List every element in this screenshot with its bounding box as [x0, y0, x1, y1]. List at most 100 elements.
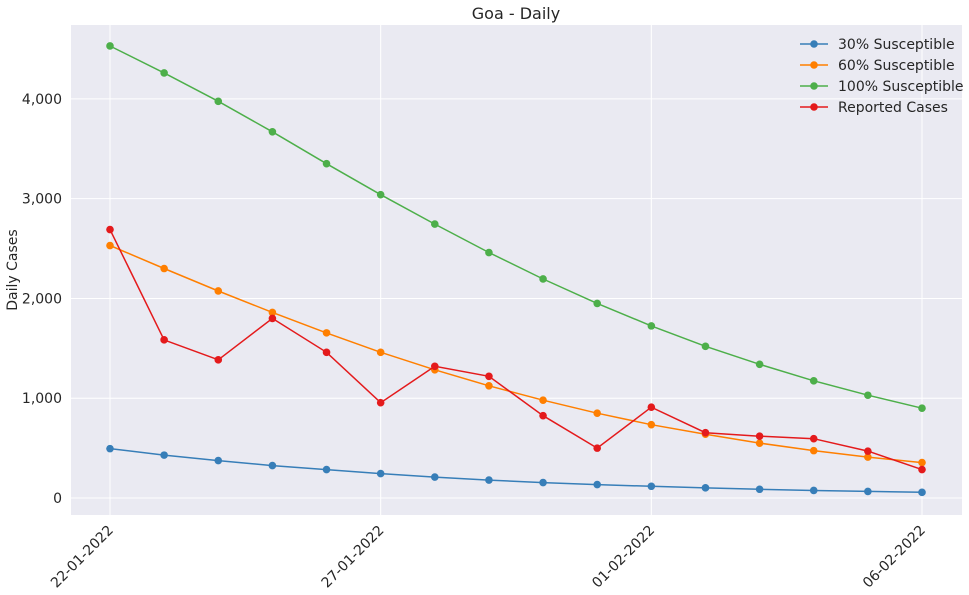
data-point [918, 488, 926, 497]
data-point [376, 348, 385, 357]
legend-label: 60% Susceptible [838, 58, 955, 74]
data-point [539, 396, 547, 405]
data-point [864, 447, 872, 455]
series-line [109, 45, 923, 409]
y-tick-label: 3,000 [22, 192, 62, 208]
legend-label: 100% Susceptible [838, 79, 964, 95]
data-point [539, 478, 547, 487]
legend-item: 100% Susceptible [800, 79, 964, 95]
y-tick-label: 1,000 [22, 391, 62, 407]
data-point [160, 69, 168, 77]
data-point [268, 314, 277, 323]
series-layer [106, 42, 926, 497]
data-point [755, 360, 764, 369]
legend-marker [810, 82, 818, 90]
data-point [485, 372, 493, 381]
legend-marker [810, 40, 818, 48]
data-point [214, 97, 223, 106]
legend-marker [810, 103, 818, 111]
data-point [431, 362, 439, 371]
grid-layer [71, 25, 962, 515]
series-3 [106, 225, 926, 474]
data-point [755, 432, 764, 440]
data-point [755, 439, 764, 447]
data-point [376, 190, 385, 199]
data-point [593, 409, 601, 418]
data-point [160, 264, 168, 273]
y-tick-label: 0 [53, 491, 62, 507]
data-point [322, 465, 331, 474]
data-point [864, 391, 872, 400]
data-point [918, 458, 926, 467]
y-axis-label: Daily Cases [5, 229, 21, 310]
data-point [160, 451, 168, 459]
data-point [647, 322, 656, 330]
data-point [268, 308, 277, 317]
y-tick-label: 2,000 [22, 291, 62, 307]
data-point [376, 469, 385, 478]
data-point [106, 241, 114, 250]
data-point [701, 342, 710, 351]
legend-item: Reported Cases [800, 100, 948, 116]
legend-item: 30% Susceptible [800, 37, 955, 53]
data-point [593, 480, 601, 489]
data-point [809, 434, 818, 443]
y-tick-label: 4,000 [22, 92, 62, 108]
x-tick-label: 27-01-2022 [319, 523, 388, 591]
x-tick-label: 01-02-2022 [589, 523, 658, 591]
data-point [431, 220, 439, 228]
data-point [647, 403, 656, 412]
data-point [809, 376, 818, 385]
data-point [918, 465, 926, 474]
data-point [864, 453, 872, 461]
series-line [109, 229, 923, 471]
data-point [214, 356, 223, 364]
data-point [755, 485, 764, 494]
legend-marker [810, 61, 818, 69]
legend-label: Reported Cases [838, 100, 948, 116]
x-tick-labels: 22-01-2022 27-01-2022 01-02-2022 06-02-2022 [48, 523, 929, 592]
data-point [431, 473, 439, 481]
data-point [593, 444, 601, 452]
data-point [809, 486, 818, 495]
data-point [106, 444, 114, 453]
data-point [268, 461, 277, 470]
legend: 30% Susceptible 60% Susceptible 100% Susce… [800, 37, 964, 116]
data-point [322, 159, 331, 168]
data-point [376, 398, 385, 407]
data-point [864, 487, 872, 496]
x-tick-label: 06-02-2022 [860, 523, 929, 591]
data-point [268, 127, 277, 136]
data-point [539, 275, 547, 283]
legend-label: 30% Susceptible [838, 37, 955, 53]
data-point [809, 446, 818, 455]
data-point [322, 348, 331, 357]
data-point [160, 336, 168, 344]
series-line [109, 447, 923, 494]
data-point [593, 299, 601, 308]
data-point [106, 225, 114, 234]
data-point [485, 476, 493, 484]
data-point [701, 428, 710, 437]
data-point [214, 456, 223, 465]
data-point [485, 248, 493, 257]
data-point [918, 404, 926, 413]
chart-title: Goa - Daily [472, 4, 560, 23]
data-point [485, 381, 493, 390]
legend-item: 60% Susceptible [800, 58, 955, 74]
data-point [701, 484, 710, 492]
series-1 [106, 241, 926, 467]
data-point [214, 287, 223, 295]
data-point [647, 482, 656, 491]
y-tick-labels: 0 1,000 2,000 3,000 4,000 [22, 92, 62, 507]
series-2 [106, 42, 926, 413]
series-line [109, 244, 923, 464]
data-point [322, 329, 331, 337]
x-tick-label: 22-01-2022 [48, 523, 117, 591]
data-point [647, 420, 656, 429]
series-0 [106, 444, 926, 497]
data-point [539, 411, 547, 420]
data-point [106, 42, 114, 50]
